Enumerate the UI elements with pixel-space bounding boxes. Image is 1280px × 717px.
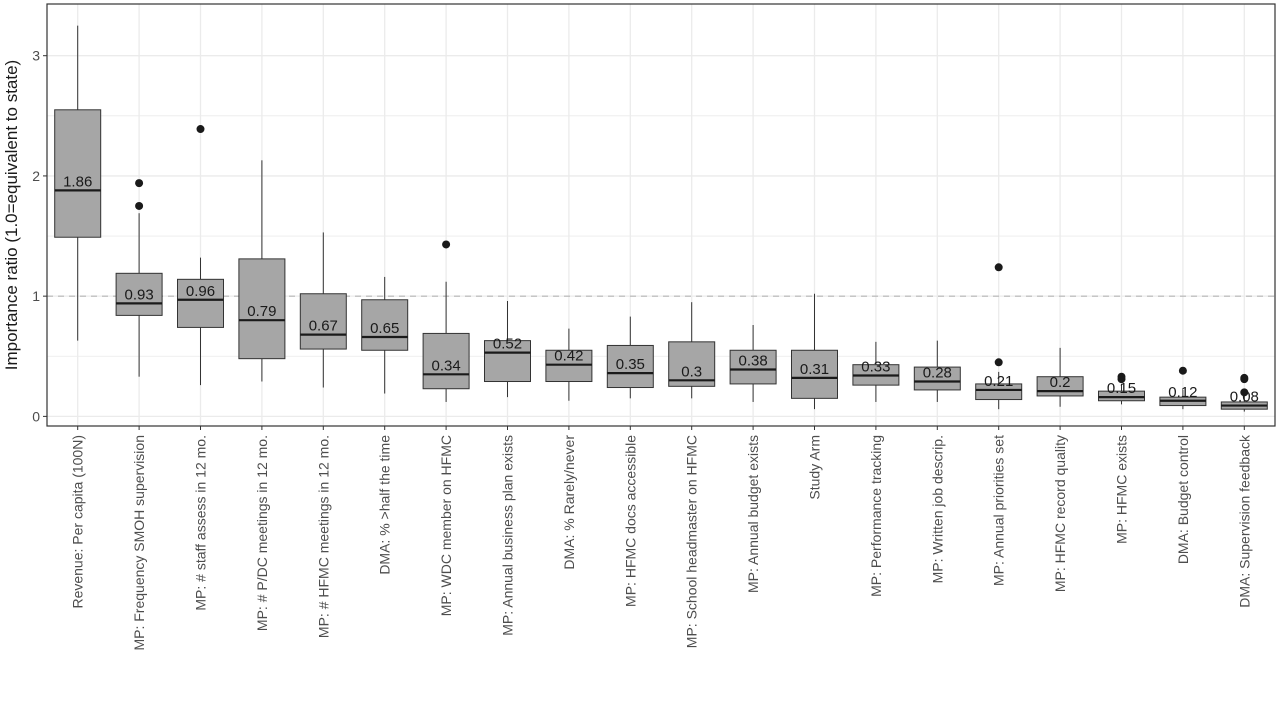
box-iqr xyxy=(668,341,716,387)
y-tick-label: 0 xyxy=(32,408,40,424)
box-iqr xyxy=(545,349,593,383)
outlier-point xyxy=(994,358,1003,367)
x-tick-label: MP: WDC member on HFMC xyxy=(438,435,454,616)
median-label: 0.33 xyxy=(861,359,890,376)
box-7: 0.34 xyxy=(422,240,470,402)
outlier-point xyxy=(994,263,1003,272)
box-9: 0.42 xyxy=(545,328,593,401)
x-tick-label: MP: Frequency SMOH supervision xyxy=(131,435,147,651)
median-label: 0.3 xyxy=(681,363,702,380)
box-6: 0.65 xyxy=(361,276,409,394)
box-19: 0.12 xyxy=(1159,366,1207,410)
outlier-point xyxy=(1240,388,1249,397)
y-tick-label: 1 xyxy=(32,288,40,304)
median-label: 0.21 xyxy=(984,373,1013,390)
x-tick-label: MP: HFMC record quality xyxy=(1052,435,1068,592)
box-iqr xyxy=(177,278,224,328)
x-tick-label: MP: Annual business plan exists xyxy=(500,435,516,636)
box-iqr xyxy=(299,293,347,350)
x-tick-label: MP: Annual priorities set xyxy=(991,435,1007,586)
outlier-point xyxy=(1117,372,1126,381)
median-label: 0.65 xyxy=(370,320,399,337)
x-tick-label: DMA: Supervision feedback xyxy=(1236,434,1252,608)
median-label: 0.38 xyxy=(738,352,767,369)
panel-border xyxy=(46,3,1276,427)
box-13: 0.31 xyxy=(791,293,838,410)
x-tick-label: DMA: % >half the time xyxy=(377,435,393,575)
box-16: 0.21 xyxy=(975,263,1023,410)
box-series: 1.86 0.93 0.96 0.79 0.67 0.65 0.34 0.52 0.42 0.35… xyxy=(54,25,1268,412)
x-tick-label: DMA: Budget control xyxy=(1175,435,1191,564)
x-tick-label: MP: Annual budget exists xyxy=(745,435,761,593)
median-label: 0.15 xyxy=(1107,380,1136,397)
x-tick-label: Study Arm xyxy=(807,435,823,500)
box-14: 0.33 xyxy=(852,341,900,402)
outlier-point xyxy=(135,179,144,188)
x-tick-label: MP: # P/DC meetings in 12 mo. xyxy=(254,435,270,631)
median-label: 0.35 xyxy=(616,356,645,373)
box-iqr xyxy=(975,383,1023,401)
outlier-point xyxy=(196,125,205,134)
box-iqr xyxy=(238,258,286,360)
median-label: 0.2 xyxy=(1050,374,1071,391)
outlier-point xyxy=(442,240,451,249)
median-label: 0.96 xyxy=(186,283,215,300)
box-3: 0.96 xyxy=(177,125,224,386)
box-iqr xyxy=(791,349,838,399)
median-label: 0.34 xyxy=(431,357,460,374)
median-label: 0.79 xyxy=(247,303,276,320)
median-label: 0.42 xyxy=(554,348,583,365)
x-tick-label: MP: Performance tracking xyxy=(868,435,884,597)
box-17: 0.2 xyxy=(1036,347,1084,407)
x-tick-label: DMA: % Rarely/never xyxy=(561,435,577,570)
box-iqr xyxy=(606,344,654,389)
box-iqr xyxy=(729,349,777,385)
outlier-point xyxy=(1240,373,1249,382)
median-label: 0.52 xyxy=(493,336,522,353)
box-2: 0.93 xyxy=(115,179,163,377)
box-18: 0.15 xyxy=(1098,372,1145,405)
box-11: 0.3 xyxy=(668,302,716,399)
box-iqr xyxy=(54,109,102,238)
median-label: 0.93 xyxy=(124,286,153,303)
x-tick-label: MP: # HFMC meetings in 12 mo. xyxy=(315,435,331,638)
x-tick-label: MP: HFMC exists xyxy=(1114,435,1130,544)
box-iqr xyxy=(115,272,163,316)
x-tick-label: MP: Written job descrip. xyxy=(929,435,945,583)
box-iqr xyxy=(422,332,470,390)
box-iqr xyxy=(1098,390,1145,402)
outlier-point xyxy=(1178,366,1187,375)
x-tick-label: Revenue: Per capita (100N) xyxy=(70,435,86,609)
box-12: 0.38 xyxy=(729,325,777,402)
median-label: 0.28 xyxy=(923,365,952,382)
median-label: 0.67 xyxy=(309,318,338,335)
box-8: 0.52 xyxy=(484,300,531,398)
y-tick-label: 3 xyxy=(32,48,40,64)
box-20: 0.08 xyxy=(1220,373,1268,412)
outlier-point xyxy=(135,201,144,210)
box-10: 0.35 xyxy=(606,316,654,399)
median-label: 0.31 xyxy=(800,361,829,378)
box-iqr xyxy=(484,340,531,383)
median-label: 0.08 xyxy=(1230,389,1259,406)
box-iqr xyxy=(913,366,961,391)
box-iqr xyxy=(361,299,409,351)
median-label: 1.86 xyxy=(63,173,92,190)
y-axis: 0 1 2 3 xyxy=(32,48,47,424)
x-tick-label: MP: HFMC docs accessible xyxy=(622,435,638,607)
box-5: 0.67 xyxy=(299,232,347,388)
box-4: 0.79 xyxy=(238,160,286,382)
box-15: 0.28 xyxy=(913,340,961,402)
box-1: 1.86 xyxy=(54,25,102,341)
x-tick-label: MP: # staff assess in 12 mo. xyxy=(193,435,209,611)
y-tick-label: 2 xyxy=(32,168,40,184)
y-axis-title: Importance ratio (1.0=equivalent to stat… xyxy=(2,60,21,370)
x-tick-label: MP: School headmaster on HFMC xyxy=(684,435,700,648)
x-axis: Revenue: Per capita (100N) MP: Frequency … xyxy=(70,426,1252,651)
median-label: 0.12 xyxy=(1168,384,1197,401)
